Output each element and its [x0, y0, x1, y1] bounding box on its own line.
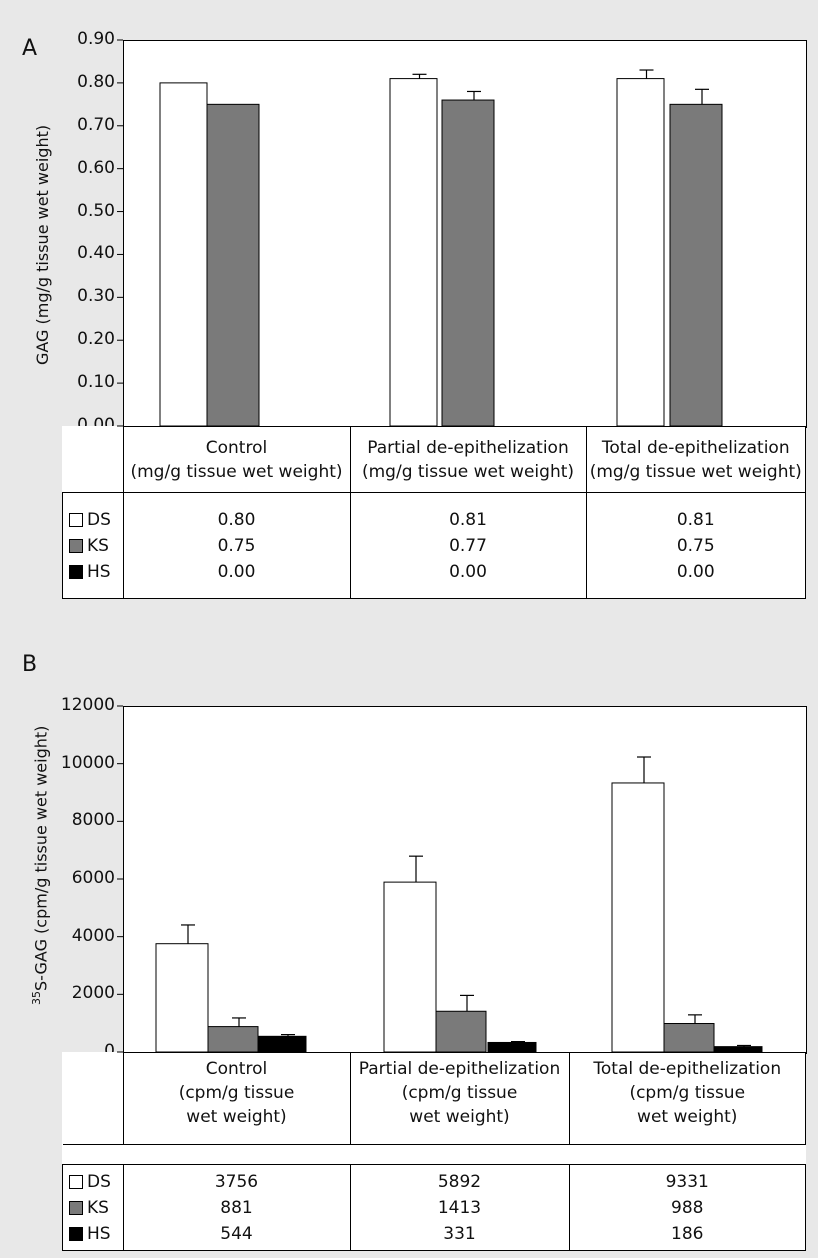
legend-swatch-ds	[69, 1174, 83, 1189]
legend-swatch-hs	[69, 1226, 83, 1241]
panel-b-category-header: Control (cpm/g tissue wet weight)	[122, 1052, 351, 1145]
panel-b-bar-hs	[487, 1041, 537, 1053]
panel-b-bar-hs	[257, 1035, 307, 1053]
panel-a-values-control: 0.80 0.75 0.00	[122, 492, 351, 599]
panel-b-y-tick-label: 2000	[71, 983, 115, 1004]
panel-b-table-corner	[62, 1052, 124, 1145]
panel-b-data-table: Control (cpm/g tissue wet weight) Partial …	[62, 1052, 806, 1251]
panel-b-category-header: Partial de-epithelization (cpm/g tissue we…	[349, 1052, 570, 1145]
panel-a-y-tick-label: 0.80	[77, 71, 115, 92]
panel-a-values-total: 0.81 0.75 0.00	[585, 492, 806, 599]
panel-a-y-tick-label: 0.10	[77, 372, 115, 393]
panel-b-bar-ks	[207, 1026, 259, 1053]
panel-a-category-header: Total de-epithelization (mg/g tissue wet …	[585, 426, 806, 493]
panel-a-y-tick-label: 0.60	[77, 157, 115, 178]
panel-b-bar-ks	[663, 1023, 715, 1053]
panel-a-y-tick-label: 0.20	[77, 329, 115, 350]
panel-a-bar-ds	[159, 82, 208, 427]
panel-b-y-tick-label: 12000	[60, 695, 115, 715]
legend-swatch-ks	[69, 538, 83, 553]
panel-b-y-tick-label: 0	[104, 1041, 115, 1061]
legend-ds: DS	[69, 507, 123, 533]
panel-a-y-tick-label: 0.50	[77, 200, 115, 221]
panel-a-y-tick-label: 0.40	[77, 243, 115, 264]
legend-ks: KS	[69, 1195, 123, 1221]
panel-a-legend: DS KS HS	[62, 492, 124, 599]
legend-hs: HS	[69, 1221, 123, 1247]
panel-a-y-tick-label: 0.70	[77, 114, 115, 135]
panel-b-y-tick-label: 8000	[71, 810, 115, 831]
legend-swatch-hs	[69, 564, 83, 579]
panel-b-y-tick-label: 10000	[60, 752, 115, 773]
panel-b-y-tick-label: 6000	[71, 868, 115, 888]
panel-a-y-tick-label: 0.30	[77, 286, 115, 307]
panel-b-y-tick-label: 4000	[71, 925, 115, 946]
panel-b-bar-ds	[611, 782, 665, 1053]
panel-a-bar-ks	[669, 103, 723, 427]
panel-b-bar-hs	[713, 1046, 763, 1053]
panel-b-values-partial: 5892 1413 331	[349, 1164, 570, 1251]
panel-b-bar-ds	[155, 943, 209, 1053]
panel-b-values-control: 3756 881 544	[122, 1164, 351, 1251]
panel-a-bar-ds	[389, 78, 438, 427]
panel-b-category-header: Total de-epithelization (cpm/g tissue wet …	[568, 1052, 806, 1145]
panel-a-label: A	[22, 36, 38, 61]
panel-b-bar-ds	[383, 881, 437, 1053]
panel-a-bar-ks	[206, 103, 260, 427]
panel-b-values-total: 9331 988 186	[568, 1164, 806, 1251]
panel-b-bar-ks	[435, 1010, 487, 1053]
panel-a-bar-ks	[441, 99, 495, 427]
panel-a-bar-ds	[616, 78, 665, 427]
legend-ds: DS	[69, 1169, 123, 1195]
legend-hs: HS	[69, 559, 123, 585]
panel-a-y-tick-label: 0.90	[77, 29, 115, 49]
legend-swatch-ds	[69, 512, 83, 527]
panel-a-values-partial: 0.81 0.77 0.00	[349, 492, 587, 599]
legend-ks: KS	[69, 533, 123, 559]
panel-b-legend: DS KS HS	[62, 1164, 124, 1251]
legend-swatch-ks	[69, 1200, 83, 1215]
panel-a-data-table: Control (mg/g tissue wet weight) Partial …	[62, 426, 806, 599]
panel-b-label: B	[22, 652, 38, 677]
